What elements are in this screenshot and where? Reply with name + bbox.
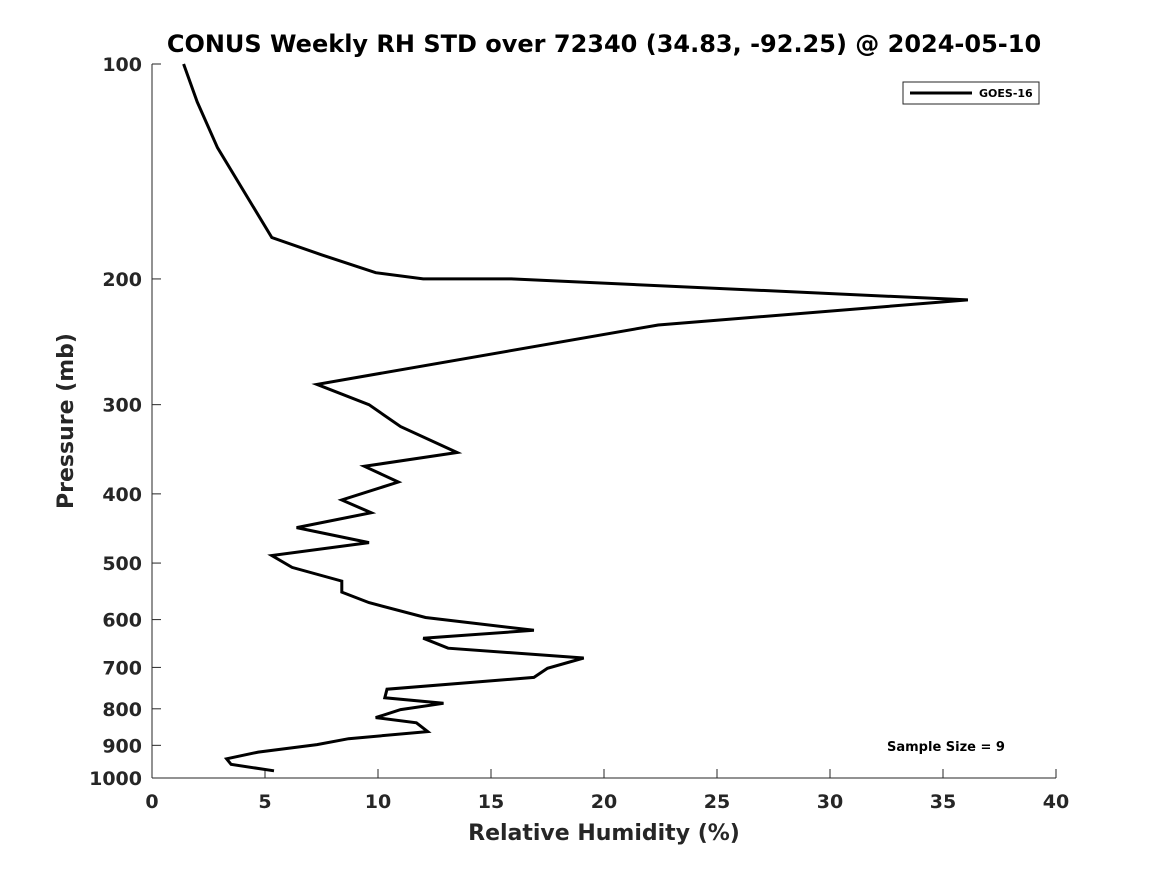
y-tick-label: 100 — [102, 54, 142, 76]
y-tick-label: 400 — [102, 484, 142, 506]
y-tick-label: 600 — [102, 610, 142, 632]
y-axis: 100 200 300 400 500 600 700 800 900 1000 — [89, 54, 161, 790]
x-tick-label: 5 — [258, 791, 271, 813]
series-line-goes-16 — [182, 63, 969, 773]
y-tick-label: 700 — [102, 657, 142, 679]
x-tick-label: 35 — [930, 791, 956, 813]
x-tick-label: 0 — [145, 791, 158, 813]
x-tick-label: 10 — [365, 791, 391, 813]
legend: GOES-16 — [902, 81, 1040, 105]
chart-title: CONUS Weekly RH STD over 72340 (34.83, -… — [167, 30, 1041, 58]
x-axis: 0 5 10 15 20 25 30 35 40 — [145, 769, 1069, 813]
x-tick-label: 20 — [591, 791, 617, 813]
x-tick-label: 30 — [817, 791, 843, 813]
y-axis-label: Pressure (mb) — [54, 333, 79, 509]
y-tick-label: 800 — [102, 699, 142, 721]
x-axis-label: Relative Humidity (%) — [468, 821, 740, 846]
plot-area — [152, 64, 1056, 778]
x-tick-label: 15 — [478, 791, 504, 813]
x-tick-label: 40 — [1043, 791, 1069, 813]
sample-size-annotation: Sample Size = 9 — [887, 740, 1005, 755]
y-tick-label: 900 — [102, 735, 142, 757]
x-tick-label: 25 — [704, 791, 730, 813]
y-tick-label: 300 — [102, 395, 142, 417]
y-tick-label: 1000 — [89, 768, 142, 790]
y-tick-label: 200 — [102, 269, 142, 291]
y-tick-label: 500 — [102, 553, 142, 575]
legend-entry-goes-16: GOES-16 — [979, 87, 1033, 100]
series-layer — [182, 63, 969, 773]
